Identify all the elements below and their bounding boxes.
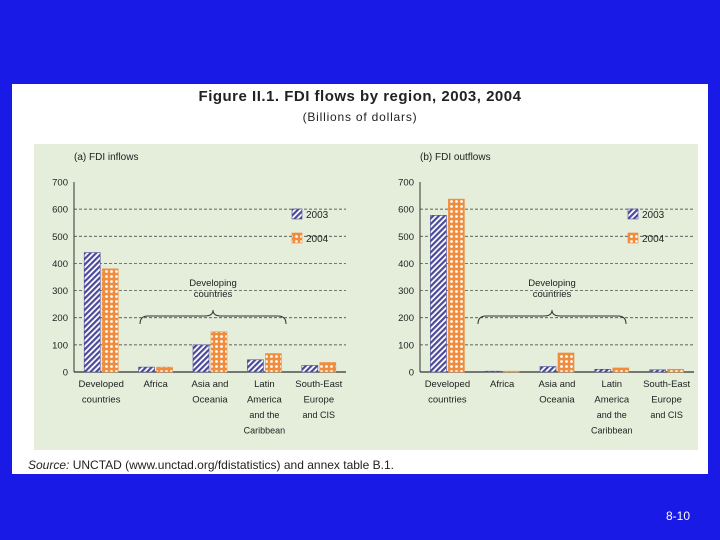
category-label: Developed — [425, 379, 470, 390]
annotation-text: Developing — [189, 278, 237, 289]
category-label: Developed — [78, 379, 123, 390]
bar-2003 — [649, 369, 666, 373]
category-label: countries — [428, 395, 467, 406]
y-tick-label: 300 — [398, 286, 414, 297]
figure-card: Figure II.1. FDI flows by region, 2003, … — [12, 84, 708, 474]
legend-label-2004: 2004 — [642, 234, 665, 245]
category-label: Europe — [651, 395, 682, 406]
y-tick-label: 500 — [398, 232, 414, 243]
legend-label-2003: 2003 — [306, 210, 329, 221]
bar-2003 — [301, 365, 319, 373]
category-label: Caribbean — [591, 426, 633, 436]
bar-2004 — [156, 366, 173, 373]
source-text: UNCTAD (www.unctad.org/fdistatistics) an… — [72, 458, 394, 472]
category-label: Caribbean — [244, 426, 286, 436]
annotation-text: countries — [194, 289, 233, 300]
category-label: Europe — [303, 395, 334, 406]
figure-title: Figure II.1. FDI flows by region, 2003, … — [198, 88, 522, 105]
bar-2004 — [557, 352, 575, 373]
y-tick-label: 0 — [409, 368, 414, 379]
y-tick-label: 600 — [52, 205, 68, 216]
category-label: and CIS — [303, 410, 336, 420]
bar-2004 — [210, 331, 228, 373]
bar-2003 — [539, 366, 557, 373]
category-label: America — [594, 395, 630, 406]
category-label: Latin — [254, 379, 275, 390]
charts-svg: (a) FDI inflows 0 100 200 300 400 500 600 700 Dev… — [52, 152, 694, 436]
y-tick-label: 100 — [398, 340, 414, 351]
bar-2003 — [192, 344, 210, 373]
category-label: Oceania — [192, 395, 228, 406]
category-label: Oceania — [539, 395, 575, 406]
y-tick-label: 700 — [52, 178, 68, 189]
y-tick-label: 200 — [52, 313, 68, 324]
category-label: Africa — [143, 379, 168, 390]
y-tick-label: 300 — [52, 286, 68, 297]
source-note: Source: UNCTAD (www.unctad.org/fdistatis… — [28, 458, 394, 472]
annotation-text: Developing — [528, 278, 576, 289]
bar-2004 — [448, 198, 465, 373]
bar-2004 — [502, 370, 520, 373]
y-tick-label: 400 — [398, 259, 414, 270]
category-label: and CIS — [650, 410, 683, 420]
bar-2004 — [265, 353, 282, 373]
category-label: countries — [82, 395, 121, 406]
bar-2003 — [594, 368, 612, 373]
y-tick-label: 200 — [398, 313, 414, 324]
legend-label-2003: 2003 — [642, 210, 665, 221]
source-label: Source: — [28, 458, 70, 472]
chart-fdi-outflows: (b) FDI outflows 0 100 200 300 400 500 600 700 De… — [398, 152, 694, 436]
legend-swatch-2004 — [291, 232, 303, 244]
category-label: and the — [249, 410, 279, 420]
bar-2003 — [138, 366, 155, 373]
developing-countries-brace — [139, 309, 287, 325]
figure-subtitle: (Billions of dollars) — [302, 110, 418, 124]
y-tick-label: 600 — [398, 205, 414, 216]
bar-2004 — [612, 367, 630, 373]
y-tick-label: 400 — [52, 259, 68, 270]
category-label: Africa — [490, 379, 515, 390]
y-tick-label: 700 — [398, 178, 414, 189]
developing-countries-brace — [477, 309, 627, 325]
legend-swatch-2003 — [627, 208, 639, 220]
category-label: South-East — [643, 379, 690, 390]
bar-2003 — [247, 359, 264, 373]
y-tick-label: 500 — [52, 232, 68, 243]
bar-2003 — [430, 215, 447, 373]
legend-label-2004: 2004 — [306, 234, 329, 245]
y-tick-label: 100 — [52, 340, 68, 351]
category-label: South-East — [295, 379, 342, 390]
bar-2004 — [667, 368, 684, 373]
chart-panel: (a) FDI inflows 0 100 200 300 400 500 600 700 Dev… — [34, 144, 698, 450]
bar-2003 — [484, 370, 502, 373]
bar-2004 — [101, 268, 119, 373]
category-label: America — [247, 395, 283, 406]
annotation-text: countries — [533, 289, 572, 300]
bar-2004 — [319, 362, 337, 373]
category-label: Asia and — [192, 379, 229, 390]
slide-number: 8-10 — [665, 509, 690, 523]
chart-fdi-inflows: (a) FDI inflows 0 100 200 300 400 500 600 700 Dev… — [52, 152, 346, 436]
category-label: Latin — [601, 379, 622, 390]
chart-title: (a) FDI inflows — [74, 152, 138, 163]
category-label: Asia and — [539, 379, 576, 390]
legend-swatch-2003 — [291, 208, 303, 220]
legend-swatch-2004 — [627, 232, 639, 244]
y-tick-label: 0 — [63, 368, 68, 379]
chart-title: (b) FDI outflows — [420, 152, 491, 163]
category-label: and the — [597, 410, 627, 420]
bar-2003 — [83, 252, 101, 373]
